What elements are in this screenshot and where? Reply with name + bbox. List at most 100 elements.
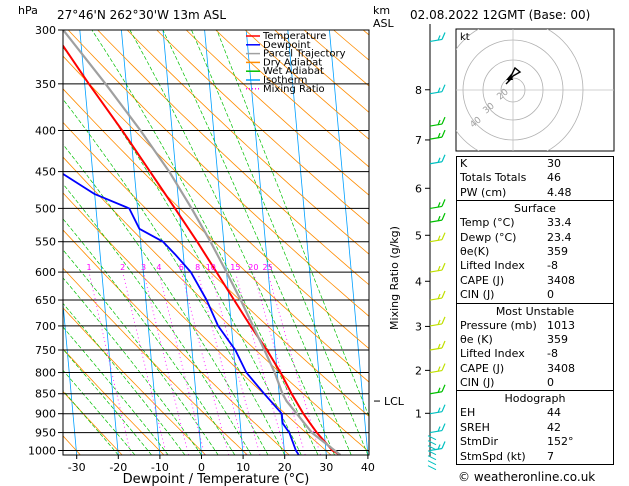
- wet-adiabat-line: [63, 98, 286, 455]
- wind-barb-icon: [429, 129, 446, 140]
- wet-adiabat-line: [63, 369, 136, 455]
- mixing-ratio-line: [181, 273, 229, 455]
- hodograph-title: Hodograph: [504, 392, 566, 406]
- unstable-value: -8: [547, 347, 558, 361]
- km-tick-label: 5: [415, 229, 422, 242]
- height-axis: 8 7 6 5 4 3 2 1: [374, 24, 431, 457]
- hodo-label: StmSpd (kt): [460, 449, 526, 463]
- surface-row: Temp (°C) 33.4: [457, 216, 613, 230]
- hodograph-trace: [505, 66, 522, 85]
- hodograph-unit-label: kt: [460, 32, 470, 43]
- unstable-value: 359: [547, 332, 568, 346]
- isotherm-line: [329, 30, 369, 455]
- wind-barb-icon: [429, 212, 446, 223]
- pressure-tick-label: 800: [35, 367, 56, 380]
- wind-barb-icon: [429, 32, 446, 43]
- index-row: K 30: [457, 157, 613, 171]
- km-tick-label: 3: [415, 320, 422, 333]
- dry-adiabat-line: [185, 30, 369, 196]
- pressure-tick-label: 900: [35, 408, 56, 421]
- surface-row: Lifted Index -8: [457, 259, 613, 273]
- x-axis-label: Dewpoint / Temperature (°C): [123, 472, 310, 486]
- surface-value: 23.4: [547, 230, 572, 244]
- surface-title: Surface: [514, 202, 556, 216]
- dry-adiabat-line: [126, 30, 369, 255]
- mixing-ratio-label: 6: [179, 263, 184, 272]
- hodo-value: 152°: [547, 435, 574, 449]
- mixing-ratio-label: 4: [156, 263, 161, 272]
- wet-adiabat-line: [63, 143, 269, 455]
- surface-row: θe(K) 359: [457, 245, 613, 259]
- wind-barb-icon: [429, 290, 446, 301]
- dry-adiabat-line: [215, 30, 369, 168]
- hodo-row: StmSpd (kt) 7: [457, 450, 613, 464]
- temperature-tick-label: -10: [151, 461, 169, 474]
- pressure-tick-label: 300: [35, 24, 56, 37]
- dry-adiabat-line: [63, 121, 369, 417]
- mixing-ratio-label: 10: [206, 263, 216, 272]
- dewpoint-line: [63, 172, 300, 455]
- surface-value: 0: [547, 288, 554, 302]
- temperature-tick-label: 10: [236, 461, 250, 474]
- pressure-tick-label: 350: [35, 78, 56, 91]
- pressure-tick-label: 400: [35, 124, 56, 137]
- surface-section: Surface Temp (°C) 33.4 Dewp (°C) 23.4 θe(K) 3…: [457, 200, 613, 302]
- surface-row: CIN (J) 0: [457, 288, 613, 302]
- isotherm-line: [0, 30, 35, 455]
- surface-label: θe(K): [460, 244, 490, 258]
- wet-adiabat-line: [63, 348, 152, 455]
- pressure-tick-label: 450: [35, 166, 56, 179]
- legend-label: Temperature: [262, 31, 326, 42]
- isotherm-line: [63, 299, 78, 455]
- asl-unit-label: ASL: [373, 17, 395, 30]
- surface-label: Lifted Index: [460, 259, 525, 273]
- most-unstable-title: Most Unstable: [495, 304, 575, 318]
- legend-label: Mixing Ratio: [263, 84, 325, 95]
- km-tick-label: 8: [415, 84, 422, 97]
- hodo-label: SREH: [460, 420, 490, 434]
- temperature-tick-label: 40: [361, 461, 375, 474]
- isotherm-line: [79, 30, 119, 455]
- legend-label: Wet Adiabat: [263, 66, 324, 77]
- temperature-tick-label: 20: [278, 461, 292, 474]
- hodo-value: 42: [547, 420, 561, 434]
- hodo-row: SREH 42: [457, 421, 613, 435]
- temperature-tick-label: 30: [319, 461, 333, 474]
- isotherm-line: [287, 30, 327, 455]
- temperature-tick-label: 0: [198, 461, 205, 474]
- mixing-ratio-label: 15: [230, 263, 240, 272]
- km-tick-label: 4: [415, 275, 422, 288]
- mixing-ratio-label: 25: [263, 263, 273, 272]
- isotherm-line: [121, 30, 161, 455]
- isotherm-line: [204, 30, 244, 455]
- plot-frame: [62, 29, 370, 456]
- isotherm-line: [162, 30, 202, 455]
- wind-barb-icon: [429, 363, 446, 374]
- mixing-ratio-label: 1: [86, 263, 91, 272]
- wet-adiabat-line: [63, 183, 252, 455]
- pressure-unit-label: hPa: [18, 4, 38, 17]
- surface-label: CAPE (J): [460, 273, 505, 287]
- wind-barb-icon: [429, 116, 446, 127]
- wind-barb-icon: [429, 232, 446, 243]
- wet-adiabat-line: [63, 326, 169, 455]
- hodo-row: EH 44: [457, 406, 613, 420]
- unstable-row: CAPE (J) 3408: [457, 362, 613, 376]
- legend-label: Parcel Trajectory: [263, 49, 346, 60]
- wet-adiabat-line: [63, 249, 219, 455]
- wet-adiabat-line: [162, 30, 352, 455]
- wind-barb-icon: [429, 154, 446, 165]
- dry-adiabat-line: [63, 390, 123, 455]
- temperature-line: [63, 43, 341, 455]
- mixing-ratio-labels: 1 2 3 4 6 8 10 15 20 25: [86, 263, 272, 272]
- mixing-ratio-label: 2: [120, 263, 125, 272]
- dry-adiabat-line: [67, 30, 369, 317]
- index-value: 46: [547, 171, 561, 185]
- surface-label: CIN (J): [460, 288, 495, 302]
- km-tick-label: 2: [415, 364, 422, 377]
- wind-barb-icon: [429, 84, 446, 95]
- wet-adiabat-line: [63, 389, 119, 455]
- unstable-value: 0: [547, 376, 554, 390]
- mixing-ratio-line: [89, 273, 132, 455]
